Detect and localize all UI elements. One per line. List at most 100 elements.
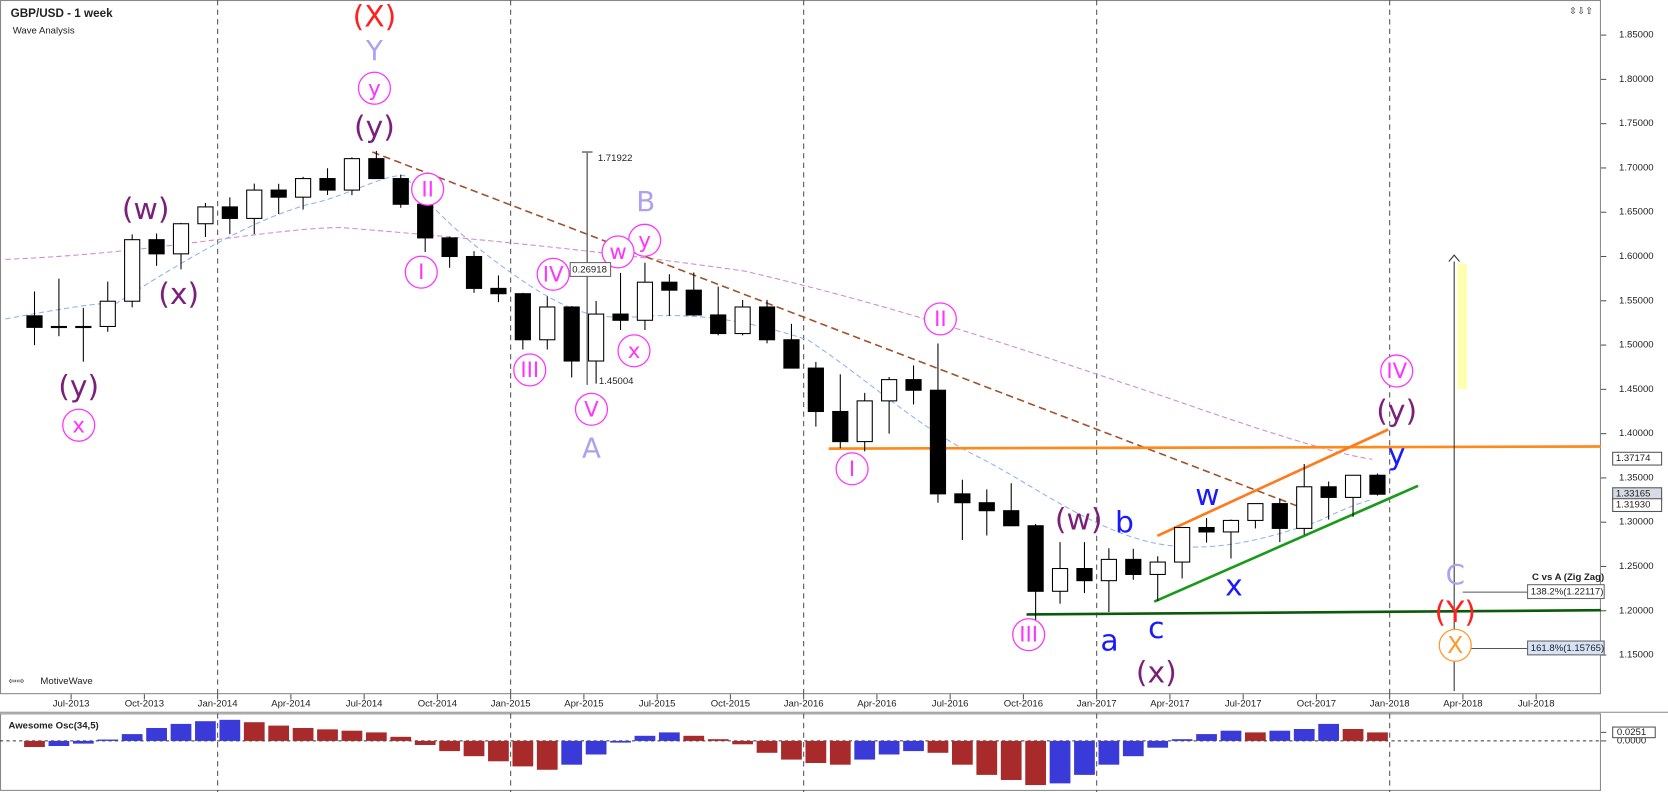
wave-circle (1438, 628, 1472, 662)
y-tick-label: 1.30000 (1619, 517, 1654, 528)
candle-body (1320, 486, 1337, 498)
wave-label: w (609, 240, 626, 265)
x-tick-label: Apr-2018 (1443, 698, 1482, 709)
channel-bottom (1153, 484, 1419, 603)
candle-body (1222, 519, 1240, 533)
x-tick-label: Jul-2018 (1518, 698, 1555, 709)
candle-body (1100, 558, 1117, 582)
wave-label: X (1447, 631, 1463, 659)
candle-body (588, 313, 605, 362)
x-tick-label: Oct-2017 (1297, 698, 1336, 709)
wave-label: I (418, 260, 424, 285)
wave-label: III (520, 358, 539, 383)
oscillator-bar (1049, 740, 1071, 784)
wave-label: C (1446, 558, 1465, 591)
y-tick-label: 1.40000 (1619, 428, 1654, 439)
x-tick-label: Jan-2015 (491, 698, 531, 709)
x-tick-label: Jul-2014 (346, 698, 383, 709)
candle-body (343, 158, 361, 191)
oscillator-bar (585, 740, 607, 755)
x-tick-label: Jan-2018 (1370, 698, 1410, 709)
oscillator-bar (1367, 732, 1388, 741)
price-label: 1.33165 (1616, 489, 1651, 500)
fib-box (1527, 584, 1605, 600)
wave-label: x (1225, 568, 1243, 603)
window-controls[interactable]: ⇳⇩⇧ (1569, 6, 1593, 17)
wave-label: (y) (1376, 394, 1417, 429)
oscillator-bar (292, 727, 314, 741)
wave-label: x (72, 413, 85, 438)
oscillator-title: Awesome Osc(34,5) (9, 721, 99, 732)
measure-label: 0.26918 (572, 265, 607, 276)
y-tick-label: 1.70000 (1619, 162, 1654, 173)
oscillator-bar (610, 740, 631, 743)
oscillator-bar (756, 740, 778, 753)
oscillator-bar (1269, 730, 1291, 741)
oscillator-bar (658, 732, 680, 741)
candle-body (441, 237, 458, 258)
wave-label: IV (1386, 359, 1407, 384)
x-tick-label: Jul-2013 (53, 698, 90, 709)
wave-circle (923, 302, 957, 336)
oscillator-bar (1074, 740, 1095, 775)
oscillator-bar (805, 740, 827, 763)
candle-body (1027, 525, 1044, 592)
oscillator-bar (903, 740, 924, 752)
candle-body (26, 315, 43, 328)
oscillator-bar (170, 723, 192, 741)
candle-body (905, 379, 922, 391)
candle-body (514, 293, 531, 341)
x-tick-label: Oct-2013 (125, 698, 164, 709)
resistance-line (828, 445, 1601, 450)
candle-body (636, 281, 654, 321)
candle-body (368, 158, 385, 180)
oscillator-bar (927, 740, 949, 753)
candle-body (490, 287, 507, 295)
oscillator-bars (24, 719, 1388, 786)
oscillator-bar (854, 740, 876, 760)
x-tick-label: Apr-2015 (564, 698, 603, 709)
oscillator-bar (683, 735, 705, 741)
wave-label: b (1115, 506, 1134, 541)
candle-body (563, 306, 580, 362)
wave-label: c (1148, 611, 1164, 646)
fib-box (1527, 640, 1605, 656)
oscillator-bar (48, 740, 70, 746)
candle-body (392, 178, 409, 205)
moving-average-slow (5, 226, 1373, 460)
candle-body (294, 178, 312, 198)
oscillator-bar (561, 740, 583, 765)
candle-body (221, 206, 238, 219)
y-tick-label: 1.65000 (1619, 207, 1654, 218)
candle-body (807, 367, 824, 413)
price-label: 1.31930 (1616, 500, 1651, 511)
wave-label: (x) (1136, 656, 1177, 691)
oscillator-bar (634, 735, 656, 741)
wave-circle (404, 255, 438, 289)
candle-body (710, 314, 727, 335)
candle-body (685, 289, 702, 316)
oscillator-bar (707, 739, 729, 741)
wave-label: I (849, 457, 855, 482)
wave-label: III (1019, 623, 1038, 648)
oscillator-bar (317, 729, 338, 741)
oscillator-bar (1147, 740, 1169, 748)
oscillator-bar (1318, 723, 1340, 741)
chart-title: GBP/USD - 1 week (11, 7, 114, 20)
oscillator-bar (1196, 734, 1217, 741)
y-tick-label: 1.50000 (1619, 340, 1654, 351)
oscillator-bar (365, 732, 387, 741)
price-panel (0, 0, 1601, 695)
candle-body (1271, 503, 1288, 529)
oscillator-bar (1025, 740, 1047, 786)
oscillator-bar (1000, 740, 1022, 780)
fib-title: C vs A (Zig Zag) (1532, 572, 1604, 583)
wave-label: a (1100, 624, 1118, 659)
measure-box (569, 262, 612, 277)
fib-label: 138.2%(1.22117) (1531, 587, 1604, 598)
nav-arrows[interactable]: ⇦⇨ (9, 676, 25, 687)
price-box (1612, 451, 1663, 466)
oscillator-bar (1171, 739, 1193, 741)
candle-body (612, 313, 629, 321)
